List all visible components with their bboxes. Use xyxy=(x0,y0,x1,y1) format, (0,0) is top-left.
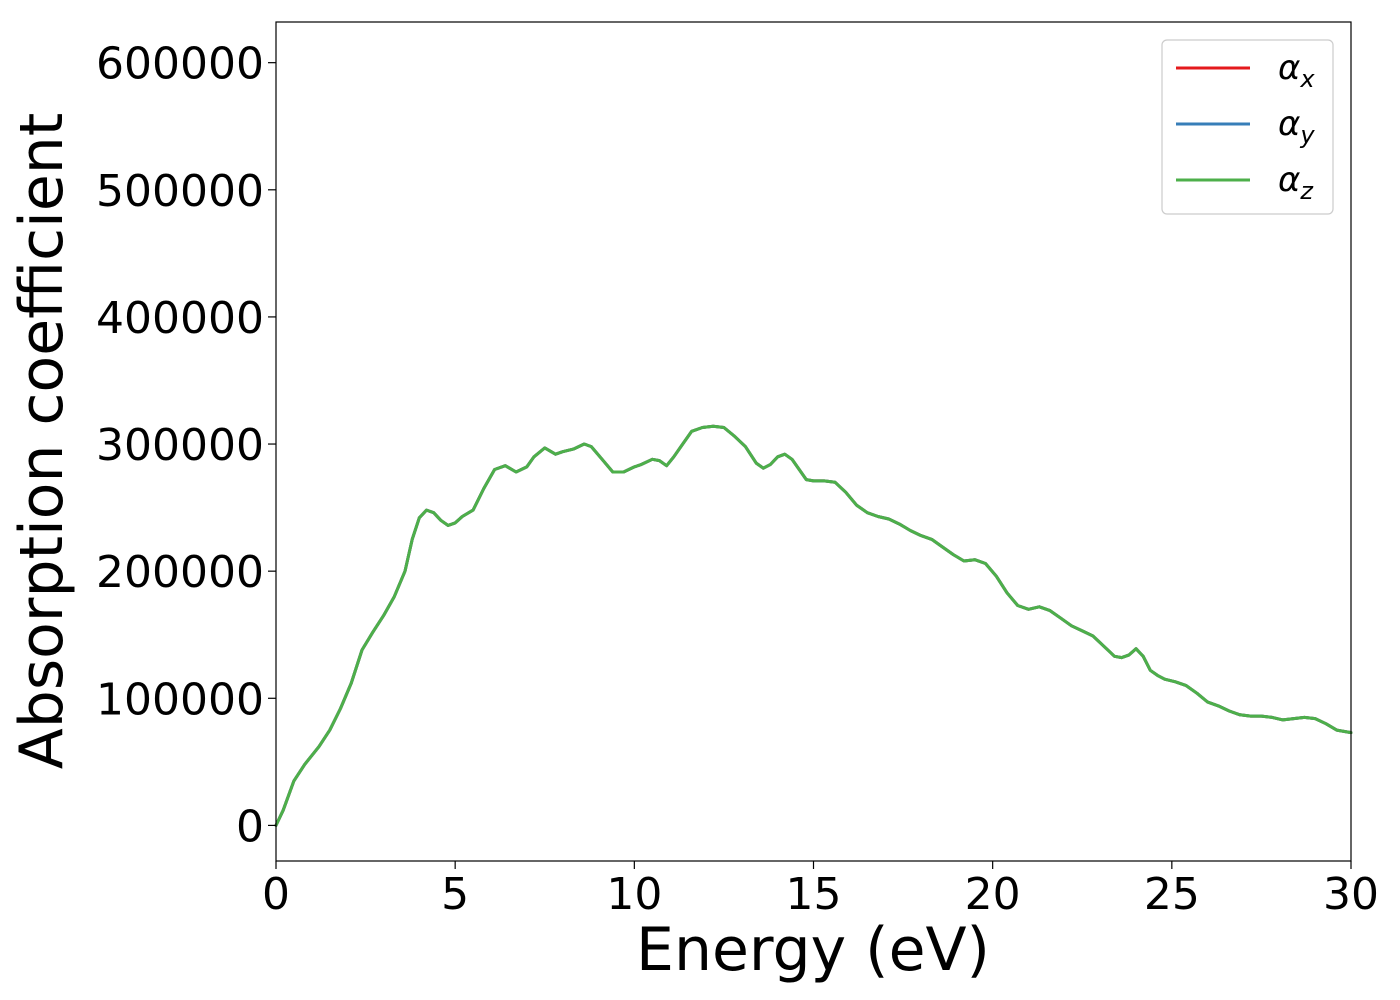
x-tick-label: 20 xyxy=(965,869,1021,920)
y-tick-label: 400000 xyxy=(96,293,264,344)
x-tick-label: 15 xyxy=(786,869,842,920)
x-tick-label: 25 xyxy=(1144,869,1200,920)
x-tick-label: 5 xyxy=(441,869,469,920)
x-tick-label: 0 xyxy=(262,869,290,920)
y-tick-label: 200000 xyxy=(96,547,264,598)
y-tick-label: 600000 xyxy=(96,39,264,90)
y-axis: 0 100000 200000 300000 400000 500000 600000 xyxy=(96,39,276,852)
legend-label-x: αx xyxy=(1278,48,1315,93)
y-axis-title: Absorption coefficient xyxy=(7,113,77,770)
series-layer xyxy=(274,424,1353,827)
x-tick-label: 30 xyxy=(1323,869,1379,920)
y-tick-label: 0 xyxy=(236,801,264,852)
legend-box xyxy=(1161,39,1334,215)
legend-items: αx αy αz xyxy=(1176,48,1315,205)
legend: αx αy αz xyxy=(1161,39,1334,215)
legend-label-y: αy xyxy=(1278,104,1315,149)
legend-label-z: αz xyxy=(1278,160,1314,205)
y-tick-label: 100000 xyxy=(96,674,264,725)
series-line-z xyxy=(274,424,1353,827)
y-tick-label: 300000 xyxy=(96,420,264,471)
x-axis: 0 5 10 15 20 25 30 xyxy=(262,861,1379,920)
y-tick-label: 500000 xyxy=(96,166,264,217)
x-axis-title: Energy (eV) xyxy=(636,915,990,985)
x-tick-label: 10 xyxy=(606,869,662,920)
